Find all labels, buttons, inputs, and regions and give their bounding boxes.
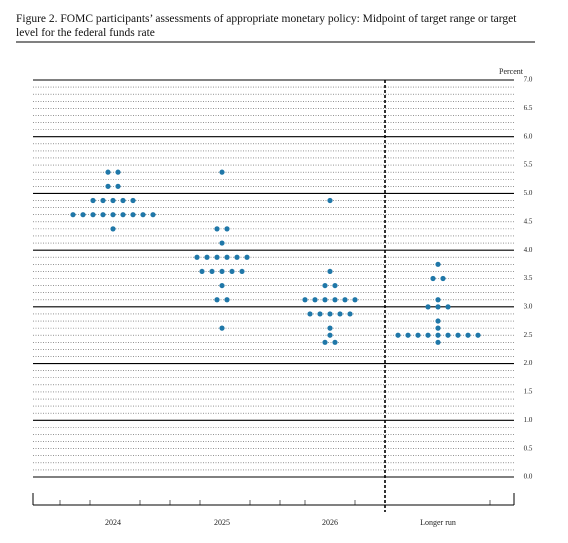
x-tick-label: 2026 xyxy=(322,518,338,527)
dot xyxy=(120,197,126,204)
x-tick-label: 2024 xyxy=(105,518,121,527)
y-tick-label: 1.5 xyxy=(524,388,533,396)
dot xyxy=(140,212,146,218)
dot xyxy=(239,268,245,275)
y-tick-label: 2.0 xyxy=(524,359,533,367)
dot xyxy=(307,311,313,317)
dot xyxy=(120,212,126,218)
y-tick-label: 4.5 xyxy=(524,217,533,225)
dot xyxy=(224,254,230,260)
dot xyxy=(224,297,230,303)
dot xyxy=(105,169,111,175)
chart-title: Figure 2. FOMC participants’ assessments… xyxy=(16,13,517,39)
dot xyxy=(435,325,441,331)
dot xyxy=(110,212,116,218)
dot xyxy=(327,268,333,275)
y-tick-label: 3.0 xyxy=(524,302,533,310)
dot xyxy=(337,311,343,317)
dot xyxy=(219,282,225,289)
dot xyxy=(322,297,328,303)
y-tick-label: 1.0 xyxy=(524,416,533,424)
dot xyxy=(435,297,441,303)
dot xyxy=(425,332,431,338)
dot xyxy=(90,197,96,204)
dot xyxy=(80,212,86,218)
dot xyxy=(425,304,431,310)
y-tick-label: 6.5 xyxy=(524,104,533,112)
dot xyxy=(224,226,230,232)
dot xyxy=(150,212,156,218)
dot xyxy=(214,297,220,303)
dot xyxy=(332,282,338,289)
y-tick-label: 7.0 xyxy=(524,76,533,84)
dot xyxy=(110,226,116,232)
dot xyxy=(130,197,136,204)
dot xyxy=(430,275,436,282)
dot xyxy=(322,339,328,345)
dot xyxy=(327,197,333,204)
dot xyxy=(214,254,220,260)
dot xyxy=(332,297,338,303)
dot xyxy=(90,212,96,218)
dot xyxy=(347,311,353,317)
y-tick-label: 0.5 xyxy=(524,444,533,452)
dot xyxy=(475,332,481,338)
dot xyxy=(395,332,401,338)
x-tick-label: 2025 xyxy=(214,518,230,527)
y-tick-label: 5.0 xyxy=(524,189,533,197)
dot xyxy=(130,212,136,218)
dot xyxy=(194,254,200,260)
dot xyxy=(445,304,451,310)
dot xyxy=(435,261,441,267)
dot xyxy=(229,268,235,275)
dot xyxy=(455,332,461,338)
dot xyxy=(435,318,441,324)
dot xyxy=(405,332,411,338)
dot xyxy=(110,197,116,204)
y-tick-label: 5.5 xyxy=(524,161,533,169)
dot xyxy=(209,268,215,275)
dot xyxy=(214,226,220,232)
dot xyxy=(327,325,333,331)
x-tick-label: Longer run xyxy=(420,518,456,527)
dot xyxy=(465,332,471,338)
dot xyxy=(219,169,225,175)
dot xyxy=(219,240,225,246)
dot xyxy=(105,183,111,189)
dot xyxy=(327,311,333,317)
dot xyxy=(312,297,318,303)
y-tick-label: 3.5 xyxy=(524,274,533,282)
dot xyxy=(440,275,446,282)
dot xyxy=(234,254,240,260)
y-tick-label: 2.5 xyxy=(524,331,533,339)
dot xyxy=(445,332,451,338)
dot xyxy=(342,297,348,303)
y-tick-label: 6.0 xyxy=(524,132,533,140)
dot xyxy=(219,325,225,331)
y-tick-label: 4.0 xyxy=(524,246,533,254)
dot xyxy=(435,332,441,338)
dot xyxy=(115,183,121,189)
dot xyxy=(332,339,338,345)
dot xyxy=(435,304,441,310)
dot xyxy=(204,254,210,260)
dot xyxy=(302,297,308,303)
dot xyxy=(100,212,106,218)
dot xyxy=(70,212,76,218)
y-axis-label: Percent xyxy=(499,67,524,76)
dot xyxy=(115,169,121,175)
dot xyxy=(327,332,333,338)
dot xyxy=(100,197,106,204)
dot xyxy=(435,339,441,345)
dot xyxy=(317,311,323,317)
dot xyxy=(244,254,250,260)
y-tick-label: 0.0 xyxy=(524,473,533,481)
dot xyxy=(219,268,225,275)
dot xyxy=(199,268,205,275)
dot xyxy=(352,297,358,303)
dot xyxy=(415,332,421,338)
dot xyxy=(322,282,328,289)
